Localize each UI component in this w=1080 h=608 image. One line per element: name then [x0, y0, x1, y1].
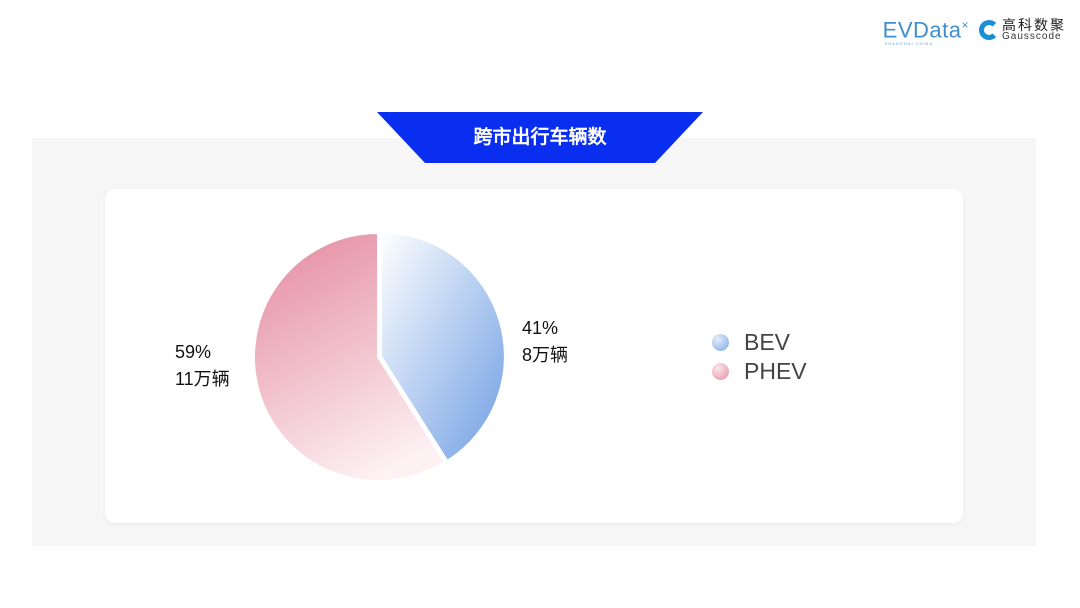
phev-dot-icon — [712, 363, 729, 380]
logos: EVData× SHANGHAI CHINA 高科数聚 Gausscode — [882, 17, 1066, 46]
gausscode-logo: 高科数聚 Gausscode — [979, 18, 1066, 42]
legend: BEV PHEV — [712, 328, 807, 386]
pie-chart — [253, 231, 506, 482]
legend-item-bev: BEV — [712, 328, 807, 357]
chart-card: 41% 8万辆 59% 11万辆 — [105, 189, 963, 523]
gausscode-mark-icon — [979, 20, 999, 40]
bev-dot-icon — [712, 334, 729, 351]
evdata-logo: EVData× SHANGHAI CHINA — [882, 17, 969, 46]
bev-data-label: 41% 8万辆 — [522, 318, 569, 365]
chart-title: 跨市出行车辆数 — [473, 127, 607, 148]
pie-slice-bev — [379, 231, 506, 463]
title-banner: 跨市出行车辆数 — [377, 112, 703, 163]
pie-slice-phev — [253, 231, 446, 482]
legend-item-phev: PHEV — [712, 357, 807, 386]
phev-data-label: 59% 11万辆 — [175, 342, 230, 389]
